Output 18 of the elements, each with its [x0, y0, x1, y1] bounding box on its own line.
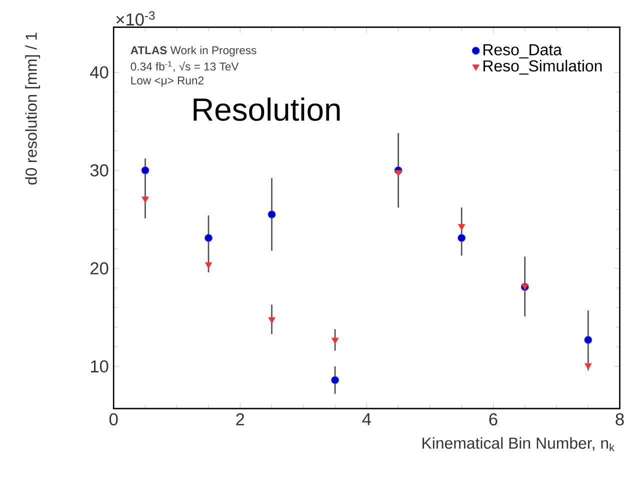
legend-label: Reso_Data	[484, 44, 562, 59]
x-tick-label: 6	[489, 413, 498, 426]
y-tick-label: 40	[90, 66, 108, 79]
x-tick-label: 2	[236, 413, 244, 426]
legend-label: Reso_Simulation	[484, 60, 602, 75]
y-tick-label: 30	[90, 164, 108, 177]
annotation: Resolution	[194, 98, 340, 122]
y-axis-title: d0 resolution [mm] / 1	[25, 32, 40, 185]
x-tick-label: 4	[362, 413, 371, 426]
annotation: 0.34 fb$^{-1}$, √s = 13 TeV	[130, 61, 239, 72]
x-tick-label: 0	[109, 413, 118, 426]
annotation: Low <μ> Run2	[131, 76, 204, 87]
x-tick-label: 8	[616, 413, 624, 426]
y-tick-label: 10	[91, 360, 108, 373]
text: ×10$^{-3}$	[116, 11, 155, 26]
annotation: ATLAS Work in Progress	[130, 46, 256, 57]
y-tick-label: 20	[90, 262, 108, 275]
x-axis-title: Kinematical Bin Number, n$_{k}$	[422, 437, 614, 452]
